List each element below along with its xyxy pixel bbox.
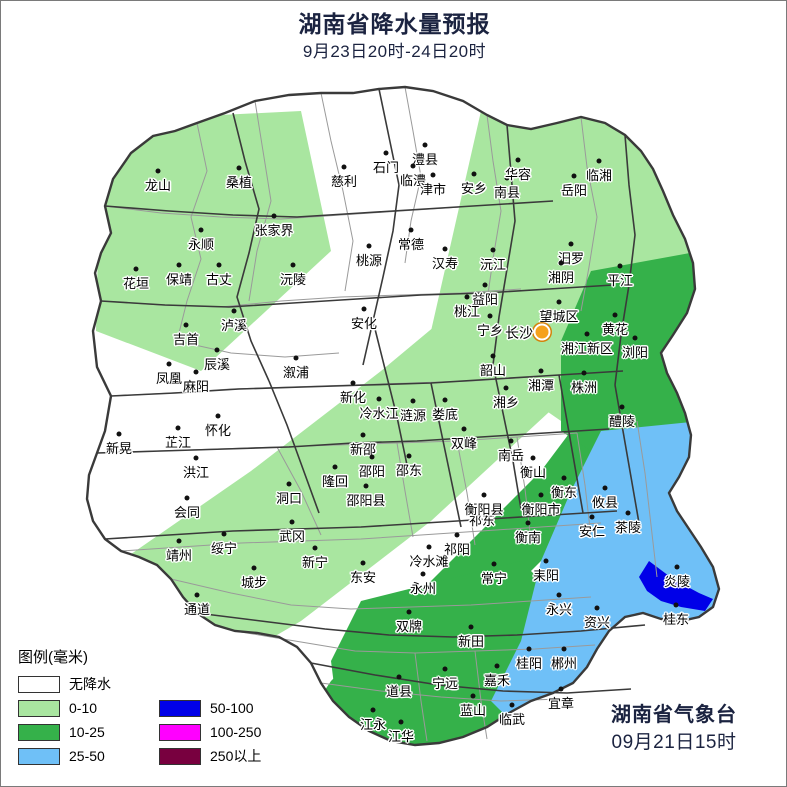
issuing-organization: 湖南省气象台 (611, 704, 737, 726)
legend-label-250-plus: 250以上 (210, 748, 262, 764)
forecast-period-subtitle: 9月23日20时-24日20时 (302, 42, 487, 61)
legend-swatch-10-25 (18, 723, 60, 741)
attribution-block: 湖南省气象台 09月21日15时 (584, 701, 764, 756)
county-boundaries (96, 86, 658, 742)
legend-swatch-250-plus (159, 747, 201, 765)
legend-item-no-rain: 无降水 (18, 672, 111, 696)
legend-label-100-250: 100-250 (210, 724, 262, 740)
legend-column-right: 50-100 100-250 250以上 (159, 696, 261, 768)
title-block: 湖南省降水量预报 9月23日20时-24日20时 (1, 9, 786, 65)
legend-swatch-100-250 (159, 723, 201, 741)
band-50-100mm (639, 561, 713, 611)
legend-item-0-10: 0-10 (18, 696, 111, 720)
legend-title: 图例(毫米) (18, 649, 88, 666)
legend: 图例(毫米) 无降水 0-10 10-25 25-50 (14, 646, 272, 776)
prefecture-boundaries (96, 88, 646, 694)
band-0-10mm-nw (96, 111, 331, 371)
legend-item-10-25: 10-25 (18, 720, 111, 744)
legend-column-left: 无降水 0-10 10-25 25-50 (18, 672, 111, 768)
legend-item-25-50: 25-50 (18, 744, 111, 768)
legend-swatch-no-rain (18, 675, 60, 693)
legend-item-50-100: 50-100 (159, 696, 261, 720)
legend-swatch-25-50 (18, 747, 60, 765)
legend-swatch-0-10 (18, 699, 60, 717)
legend-swatch-50-100 (159, 699, 201, 717)
legend-label-25-50: 25-50 (69, 748, 105, 764)
legend-label-50-100: 50-100 (210, 700, 254, 716)
legend-label-0-10: 0-10 (69, 700, 98, 716)
legend-item-100-250: 100-250 (159, 720, 261, 744)
issue-time: 09月21日15时 (611, 732, 737, 753)
legend-label-no-rain: 无降水 (69, 676, 111, 692)
province-outline (85, 85, 721, 747)
legend-label-10-25: 10-25 (69, 724, 105, 740)
band-10-25mm-ne (561, 251, 719, 471)
legend-item-250-plus: 250以上 (159, 744, 261, 768)
page-title: 湖南省降水量预报 (298, 11, 491, 37)
